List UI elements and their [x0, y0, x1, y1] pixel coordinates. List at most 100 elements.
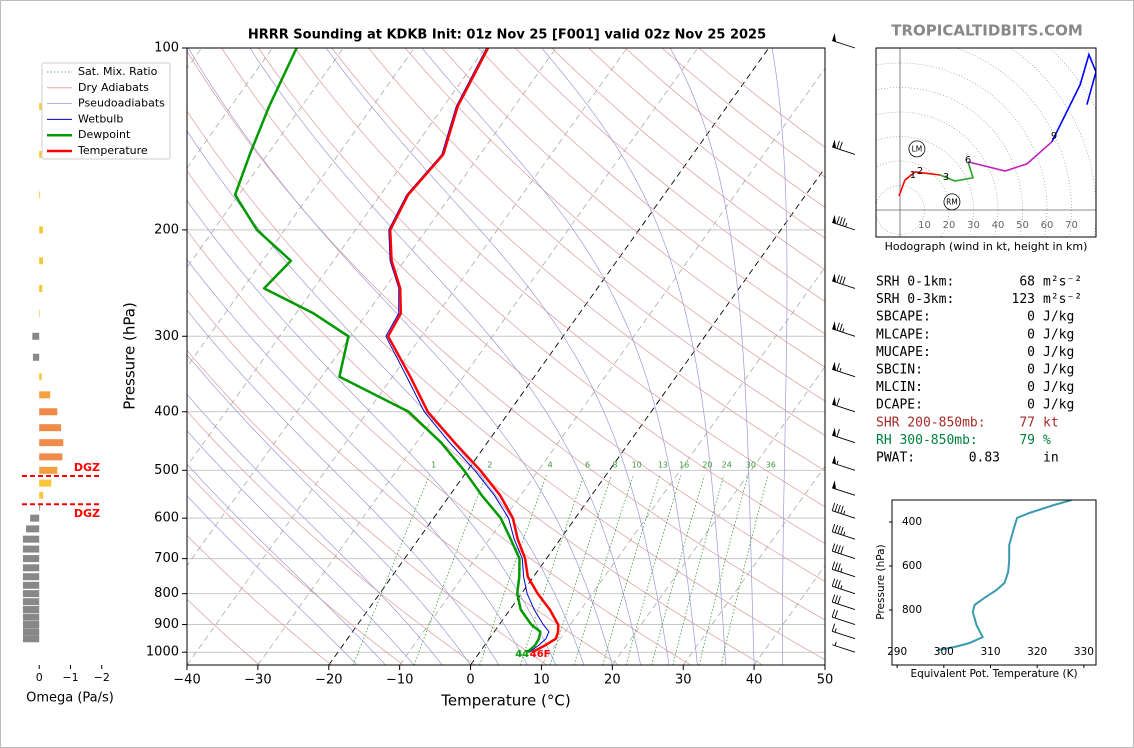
stat-label: RH 300-850mb:	[876, 433, 978, 448]
hodo-height-label: 2	[917, 166, 923, 177]
x-tick-label: 30	[675, 673, 692, 688]
barb-feather	[836, 429, 840, 437]
surface-label: 46F	[530, 649, 551, 660]
stat-value: 0	[1027, 363, 1035, 378]
hodo-trace	[967, 141, 1053, 172]
stat-label: DCAPE:	[876, 398, 923, 413]
x-tick-label: 10	[533, 673, 550, 688]
hodo-ring-label: 30	[967, 220, 980, 231]
hodo-height-label: 1	[910, 170, 916, 181]
dry-adiabat	[187, 50, 825, 621]
barb-feather	[836, 398, 840, 407]
y-tick-label: 300	[154, 329, 179, 344]
stat-value: 0.83	[969, 451, 1000, 466]
wind-barb	[831, 623, 856, 640]
dry-adiabat	[294, 48, 825, 508]
stat-value: 0	[1027, 380, 1035, 395]
barb-flag	[832, 214, 836, 224]
barb-half	[834, 628, 837, 633]
mixing-ratio-line	[602, 475, 660, 665]
wind-barb	[831, 543, 856, 560]
barb-staff	[832, 585, 856, 595]
mixing-ratio-label: 36	[766, 461, 776, 470]
omega-bar	[39, 466, 58, 474]
barb-feather	[831, 502, 836, 511]
hodograph-caption: Hodograph (wind in kt, height in km)	[885, 240, 1088, 253]
wind-barb	[832, 455, 856, 471]
barb-flag	[832, 396, 836, 406]
omega-bar	[22, 564, 40, 572]
isotherm	[187, 48, 628, 665]
stat-unit: J/kg	[1043, 363, 1074, 378]
mixing-ratio-label: 8	[612, 461, 617, 470]
omega-bar	[39, 424, 62, 432]
omega-bar	[22, 628, 40, 636]
mixing-ratio-line	[413, 475, 487, 665]
mixing-ratio-line	[352, 475, 430, 665]
hodo-height-label: 9	[1051, 131, 1057, 142]
dgz-label: DGZ	[74, 461, 100, 474]
mixing-ratio-line	[698, 475, 749, 665]
stat-unit: in	[1043, 451, 1059, 466]
barb-feather	[834, 544, 838, 553]
stat-value: 79	[1019, 433, 1035, 448]
storm-motion-marker	[943, 193, 961, 211]
mixing-ratio-label: 6	[585, 461, 590, 470]
x-tick-label: −40	[173, 673, 200, 688]
barb-feather	[834, 579, 838, 588]
pseudoadiabat	[669, 48, 755, 665]
omega-bar	[39, 191, 41, 199]
wind-barb	[831, 609, 856, 625]
omega-x-tick-label: −1	[62, 671, 78, 684]
mixing-ratio-line	[549, 475, 612, 665]
barb-flag	[832, 139, 836, 149]
barb-feather	[836, 216, 840, 225]
barb-feather	[839, 275, 843, 284]
stat-value: 123	[1012, 292, 1035, 307]
omega-bar	[39, 103, 42, 111]
barb-staff	[832, 616, 856, 625]
legend-label: Temperature	[77, 144, 148, 157]
thetae-x-tick-label: 330	[1074, 646, 1094, 658]
omega-bar	[39, 479, 52, 487]
wind-barb	[832, 641, 856, 653]
barb-half	[834, 641, 837, 646]
barb-feather	[831, 623, 836, 632]
mixing-ratio-label: 16	[679, 461, 689, 470]
mixing-ratio-label: 20	[702, 461, 712, 470]
dry-adiabat	[514, 48, 825, 302]
barb-feather	[837, 563, 841, 572]
stat-unit: J/kg	[1043, 310, 1074, 325]
thetae-x-tick-label: 290	[887, 646, 907, 658]
wind-barb	[832, 396, 856, 413]
y-tick-label: 800	[154, 586, 179, 601]
barb-staff	[832, 630, 856, 640]
barb-feather	[836, 274, 840, 283]
omega-axis-label: Omega (Pa/s)	[26, 691, 114, 706]
x-tick-label: −20	[315, 673, 342, 688]
pseudoadiabat	[187, 200, 556, 665]
stat-label: PWAT:	[876, 451, 915, 466]
barb-feather	[831, 561, 836, 570]
x-tick-label: 0	[466, 673, 474, 688]
hodo-trace	[898, 171, 940, 197]
barb-feather	[837, 545, 841, 554]
omega-bar	[26, 525, 40, 533]
mixing-ratio-line	[625, 475, 682, 665]
dry-adiabat	[404, 48, 825, 402]
wind-barb	[832, 139, 856, 155]
stat-unit: m²s⁻²	[1043, 275, 1082, 290]
hodo-ring-label: 40	[992, 220, 1005, 231]
pseudoadiabat	[187, 258, 528, 665]
barb-staff	[832, 568, 856, 578]
pseudoadiabat	[771, 48, 788, 665]
barb-feather	[840, 505, 844, 514]
barb-feather	[840, 546, 844, 555]
y-tick-label: 600	[154, 511, 179, 526]
omega-bar	[39, 373, 42, 381]
omega-bar	[39, 257, 43, 265]
omega-bar	[22, 573, 40, 581]
barb-half	[840, 585, 843, 590]
mixing-ratio-label: 2	[487, 461, 492, 470]
